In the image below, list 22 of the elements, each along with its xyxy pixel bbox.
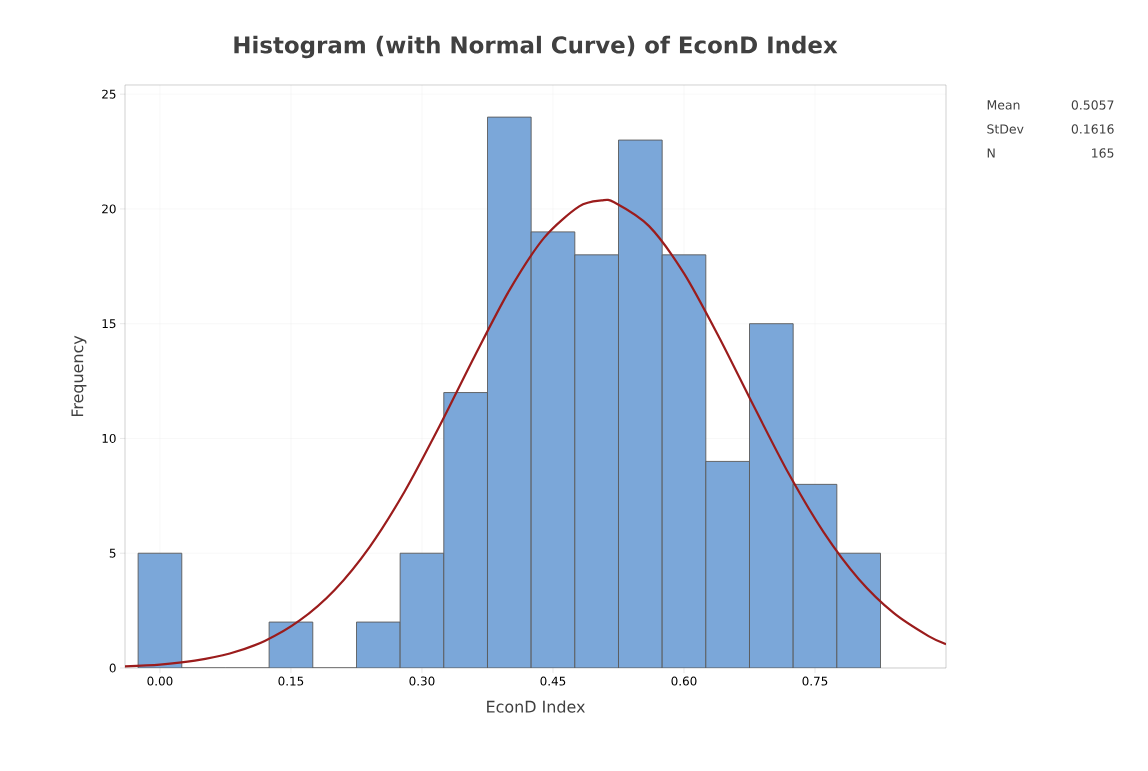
y-axis-title: Frequency <box>71 335 87 417</box>
x-tick-label: 0.45 <box>540 676 566 686</box>
text: 0.1616 <box>1071 124 1114 134</box>
y-tick-label: 0 <box>109 663 116 673</box>
x-tick-label: 0.60 <box>671 676 697 686</box>
y-tick-label: 20 <box>102 204 116 214</box>
y-tick-label: 15 <box>102 319 116 329</box>
x-tick-label: 0.30 <box>409 676 435 686</box>
x-tick-label: 0.75 <box>802 676 828 686</box>
y-tick-label: 25 <box>102 89 116 99</box>
x-tick-label: 0.15 <box>278 676 304 686</box>
text: Mean <box>987 100 1020 110</box>
chart-title: Histogram (with Normal Curve) of EconD Index <box>234 35 838 59</box>
line-series <box>125 198 947 668</box>
text: 0.5057 <box>1071 100 1114 110</box>
y-tick-label: 10 <box>102 433 116 443</box>
text: StDev <box>987 124 1024 134</box>
y-tick-label: 5 <box>109 548 116 558</box>
text: 165 <box>1092 148 1114 158</box>
x-tick-label: 0.00 <box>147 676 173 686</box>
text: N <box>987 148 995 158</box>
x-axis-title: EconD Index <box>487 700 585 713</box>
